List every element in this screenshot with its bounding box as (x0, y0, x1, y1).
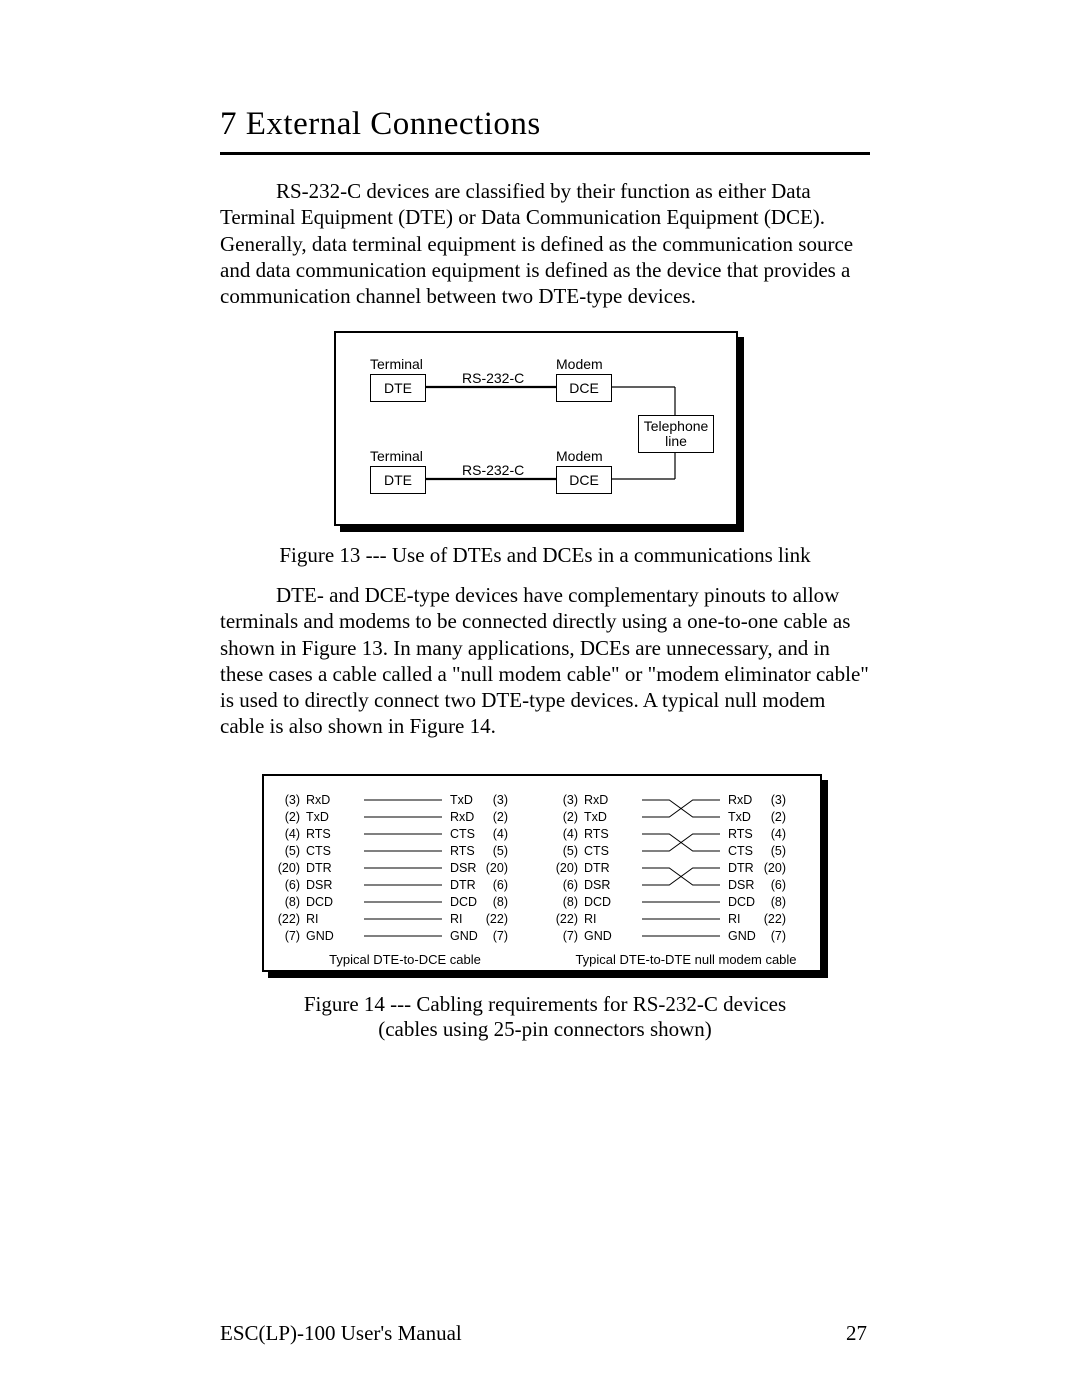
figure-14-svg: (3) RxD TxD (3) (2) TxD RxD (2) (4) RTS CTS (4) (5) C… (264, 776, 820, 970)
svg-text:(2): (2) (493, 810, 508, 824)
svg-text:(4): (4) (563, 827, 578, 841)
svg-text:TxD: TxD (450, 793, 473, 807)
svg-text:DTR: DTR (450, 878, 476, 892)
svg-text:RI: RI (306, 912, 319, 926)
figure-14-caption: Figure 14 --- Cabling requirements for R… (220, 992, 870, 1042)
svg-text:(4): (4) (285, 827, 300, 841)
svg-text:(2): (2) (563, 810, 578, 824)
figure-frame: (3) RxD TxD (3) (2) TxD RxD (2) (4) RTS CTS (4) (5) C… (262, 774, 822, 972)
svg-text:DCD: DCD (450, 895, 477, 909)
svg-text:(3): (3) (493, 793, 508, 807)
figure-frame: Terminal Modem Terminal Modem RS-232-C R… (334, 331, 738, 526)
svg-text:(20): (20) (278, 861, 300, 875)
svg-text:TxD: TxD (728, 810, 751, 824)
figure-13-links (336, 333, 736, 524)
svg-text:RxD: RxD (450, 810, 474, 824)
svg-text:(7): (7) (285, 929, 300, 943)
svg-text:RTS: RTS (306, 827, 331, 841)
svg-text:(5): (5) (563, 844, 578, 858)
svg-text:CTS: CTS (450, 827, 475, 841)
svg-text:(2): (2) (285, 810, 300, 824)
svg-text:RTS: RTS (450, 844, 475, 858)
svg-text:(8): (8) (285, 895, 300, 909)
svg-text:(20): (20) (764, 861, 786, 875)
svg-text:(8): (8) (771, 895, 786, 909)
svg-text:(3): (3) (285, 793, 300, 807)
svg-text:TxD: TxD (306, 810, 329, 824)
svg-text:DTR: DTR (306, 861, 332, 875)
svg-text:DSR: DSR (306, 878, 332, 892)
svg-text:GND: GND (584, 929, 612, 943)
svg-text:(20): (20) (556, 861, 578, 875)
paragraph-2: DTE- and DCE-type devices have complemen… (220, 582, 870, 740)
svg-text:RxD: RxD (584, 793, 608, 807)
svg-text:RI: RI (584, 912, 597, 926)
svg-text:GND: GND (450, 929, 478, 943)
svg-text:DSR: DSR (728, 878, 754, 892)
svg-text:RI: RI (450, 912, 463, 926)
svg-text:DCD: DCD (306, 895, 333, 909)
svg-text:(4): (4) (493, 827, 508, 841)
svg-text:DTR: DTR (584, 861, 610, 875)
footer-page-number: 27 (846, 1321, 867, 1346)
svg-text:(4): (4) (771, 827, 786, 841)
figure-13-caption: Figure 13 --- Use of DTEs and DCEs in a … (220, 543, 870, 568)
dce-cable-title: Typical DTE-to-DCE cable (300, 952, 510, 967)
chapter-title: 7 External Connections (220, 106, 541, 143)
page: 7 External Connections RS-232-C devices … (0, 0, 1080, 1397)
svg-text:RTS: RTS (728, 827, 753, 841)
svg-text:(8): (8) (563, 895, 578, 909)
svg-text:(7): (7) (563, 929, 578, 943)
figure-13: Terminal Modem Terminal Modem RS-232-C R… (334, 331, 738, 526)
svg-text:(5): (5) (493, 844, 508, 858)
svg-text:(5): (5) (771, 844, 786, 858)
svg-text:(7): (7) (493, 929, 508, 943)
figure-14: (3) RxD TxD (3) (2) TxD RxD (2) (4) RTS CTS (4) (5) C… (262, 774, 822, 972)
svg-text:DSR: DSR (450, 861, 476, 875)
svg-text:DSR: DSR (584, 878, 610, 892)
svg-text:(20): (20) (486, 861, 508, 875)
svg-text:RI: RI (728, 912, 741, 926)
svg-text:(2): (2) (771, 810, 786, 824)
svg-text:GND: GND (306, 929, 334, 943)
svg-text:CTS: CTS (584, 844, 609, 858)
svg-text:(6): (6) (285, 878, 300, 892)
svg-text:(22): (22) (764, 912, 786, 926)
svg-text:(5): (5) (285, 844, 300, 858)
svg-text:(6): (6) (563, 878, 578, 892)
svg-text:(7): (7) (771, 929, 786, 943)
title-rule (220, 152, 870, 155)
svg-text:(22): (22) (556, 912, 578, 926)
svg-text:DTR: DTR (728, 861, 754, 875)
svg-text:DCD: DCD (584, 895, 611, 909)
svg-text:(8): (8) (493, 895, 508, 909)
svg-text:DCD: DCD (728, 895, 755, 909)
svg-text:RTS: RTS (584, 827, 609, 841)
svg-text:TxD: TxD (584, 810, 607, 824)
svg-text:CTS: CTS (728, 844, 753, 858)
svg-text:RxD: RxD (306, 793, 330, 807)
svg-text:GND: GND (728, 929, 756, 943)
figure-14-caption-line1: Figure 14 --- Cabling requirements for R… (304, 992, 786, 1016)
svg-text:(6): (6) (771, 878, 786, 892)
svg-text:(22): (22) (278, 912, 300, 926)
figure-14-caption-line2: (cables using 25-pin connectors shown) (220, 1017, 870, 1042)
svg-text:(3): (3) (563, 793, 578, 807)
svg-text:(3): (3) (771, 793, 786, 807)
svg-text:RxD: RxD (728, 793, 752, 807)
svg-text:CTS: CTS (306, 844, 331, 858)
paragraph-1: RS-232-C devices are classified by their… (220, 178, 870, 309)
svg-text:(22): (22) (486, 912, 508, 926)
svg-text:(6): (6) (493, 878, 508, 892)
footer-title: ESC(LP)-100 User's Manual (220, 1321, 462, 1346)
null-cable-title: Typical DTE-to-DTE null modem cable (566, 952, 806, 967)
